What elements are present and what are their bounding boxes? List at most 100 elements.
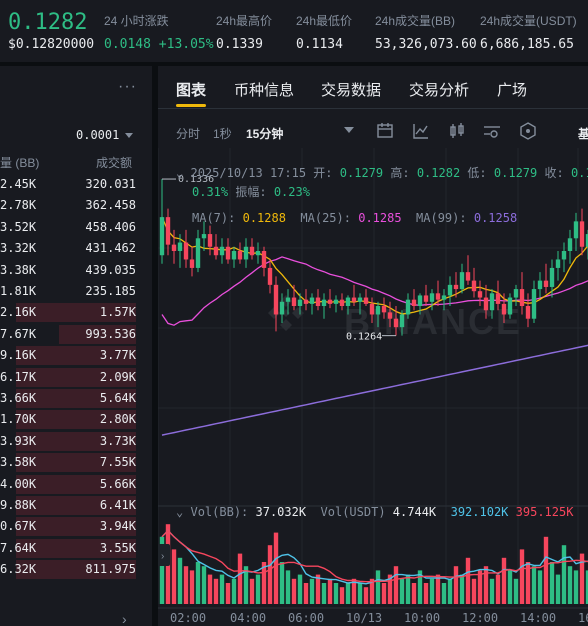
amp-label: 振幅: (235, 185, 267, 199)
interval-15m[interactable]: 15分钟 (246, 127, 284, 141)
ticker-stat-label: 24h成交量(BB) (375, 14, 456, 28)
x-axis-label: 14:00 (520, 611, 556, 625)
volume-bar (411, 583, 417, 604)
volume-bar (351, 578, 357, 604)
candle-body (441, 295, 447, 300)
volume-bar (459, 574, 465, 604)
vol-bb-value: 37.032K (255, 505, 307, 519)
row-amount: 2.45K (0, 177, 37, 191)
hexagon-icon[interactable] (519, 122, 537, 140)
tab-square[interactable]: 广场 (497, 82, 528, 99)
orderbook-row[interactable]: 2.45K 320.031 (0, 174, 152, 195)
interval-1s[interactable]: 1秒 (213, 127, 232, 141)
volume-bar (189, 570, 195, 604)
candle-body (447, 284, 453, 296)
volume-bar (477, 570, 483, 604)
candle-icon[interactable] (448, 122, 466, 140)
row-amount: 7.64K (0, 540, 37, 555)
volume-bar (507, 570, 513, 604)
volume-bar (183, 566, 189, 604)
volume-bar (435, 574, 441, 604)
amp-value: 0.23% (273, 185, 310, 199)
ma99-value: 0.1258 (473, 211, 518, 225)
orderbook-row[interactable]: 3.52K 458.406 (0, 217, 152, 238)
tab-trade-analysis[interactable]: 交易分析 (409, 82, 470, 99)
orderbook-row[interactable]: 6.17K 2.09K (0, 367, 152, 388)
depth-bar (16, 474, 136, 494)
orderbook-row[interactable]: 2.78K 362.458 (0, 195, 152, 216)
tab-coin-info[interactable]: 币种信息 (234, 82, 295, 99)
volume-bar (243, 566, 249, 604)
candle-body (525, 306, 531, 319)
candle-body (339, 299, 345, 307)
chart-tabs: 图表 币种信息 交易数据 交易分析 广场 (158, 66, 588, 109)
more-options-icon[interactable]: ··· (118, 78, 137, 95)
candle-body (237, 250, 243, 260)
volume-bar (531, 566, 537, 604)
high-mark-label: 0.1336 (178, 174, 214, 185)
tick-size-select[interactable]: 0.0001 (76, 128, 134, 142)
volume-bar (405, 574, 411, 604)
orderbook-row[interactable]: 7.64K 3.55K (0, 538, 152, 559)
chart-mode-label[interactable]: 基 (578, 127, 588, 141)
x-axis-label: 10/13 (346, 611, 382, 625)
candle-body (243, 246, 249, 260)
candle-body (375, 306, 381, 315)
interval-timeline[interactable]: 分时 (176, 127, 201, 141)
orderbook-row[interactable]: 3.93K 3.73K (0, 431, 152, 452)
vol-ma10-path (161, 529, 588, 583)
orderbook-row[interactable]: 1.81K 235.185 (0, 281, 152, 302)
line-chart-icon[interactable] (412, 122, 430, 140)
open-value: 0.1279 (339, 166, 384, 180)
volume-bar (285, 570, 291, 604)
high-value: 0.1282 (416, 166, 461, 180)
low-mark-label: 0.1264 (346, 332, 382, 343)
orderbook-row[interactable]: 3.38K 439.035 (0, 260, 152, 281)
settings-icon[interactable] (483, 122, 501, 140)
ticker-bar: 0.1282 $0.12820000 24 小时涨跌 0.0148 +13.05%… (0, 0, 588, 62)
candle-body (561, 250, 567, 260)
orderbook-row[interactable]: 6.32K 811.975 (0, 559, 152, 580)
volume-bar (501, 557, 507, 604)
ticker-stat-label: 24h最高价 (216, 14, 273, 28)
orderbook-row[interactable]: 9.88K 6.41K (0, 495, 152, 516)
volume-bar (213, 578, 219, 604)
orderbook-row[interactable]: 0.67K 3.94K (0, 516, 152, 537)
volume-bar (441, 583, 447, 604)
orderbook-row[interactable]: 7.67K 993.536 (0, 324, 152, 345)
tab-chart[interactable]: 图表 (176, 82, 207, 99)
candle-body (411, 299, 417, 307)
volume-bar (159, 536, 165, 604)
tab-trade-data[interactable]: 交易数据 (321, 82, 382, 99)
candle-datetime: 2025/10/13 17:15 (190, 166, 307, 180)
volume-bar (237, 553, 243, 604)
chart-area[interactable]: BINANCE 0.1336 0.1264 02:00 04:00 06:00 10/1… (158, 148, 588, 626)
calendar-icon[interactable] (376, 122, 394, 140)
collapse-chevron-icon[interactable]: ⌄ (176, 166, 184, 180)
orderbook-row[interactable]: 2.16K 1.57K (0, 302, 152, 323)
ma25-label: MA(25): (300, 211, 351, 225)
volume-bar (417, 570, 423, 604)
orderbook-row[interactable]: 4.00K 5.66K (0, 474, 152, 495)
volume-bar (453, 566, 459, 604)
interval-dropdown-icon[interactable] (344, 126, 354, 134)
vol-chevron-icon[interactable]: ⌄ (176, 505, 184, 519)
orderbook-row[interactable]: 3.66K 5.64K (0, 388, 152, 409)
candle-body (555, 259, 561, 268)
orderbook-row[interactable]: 3.58K 7.55K (0, 452, 152, 473)
candle-body (177, 242, 183, 251)
candle-body (471, 280, 477, 292)
ticker-stat-value: 6,686,185.65 (480, 37, 574, 52)
chevron-right-icon[interactable]: › (122, 611, 127, 626)
candle-body (507, 297, 513, 315)
orderbook-row[interactable]: 1.70K 2.80K (0, 409, 152, 430)
orderbook-row[interactable]: 3.32K 431.462 (0, 238, 152, 259)
volume-bar (171, 549, 177, 604)
candle-body (249, 246, 255, 256)
orderbook-row[interactable]: 9.16K 3.77K (0, 345, 152, 366)
row-total: 5.64K (99, 391, 136, 405)
candle-body (327, 299, 333, 304)
change-value: 0.31% (192, 185, 229, 199)
ma99-label: MA(99): (416, 211, 467, 225)
